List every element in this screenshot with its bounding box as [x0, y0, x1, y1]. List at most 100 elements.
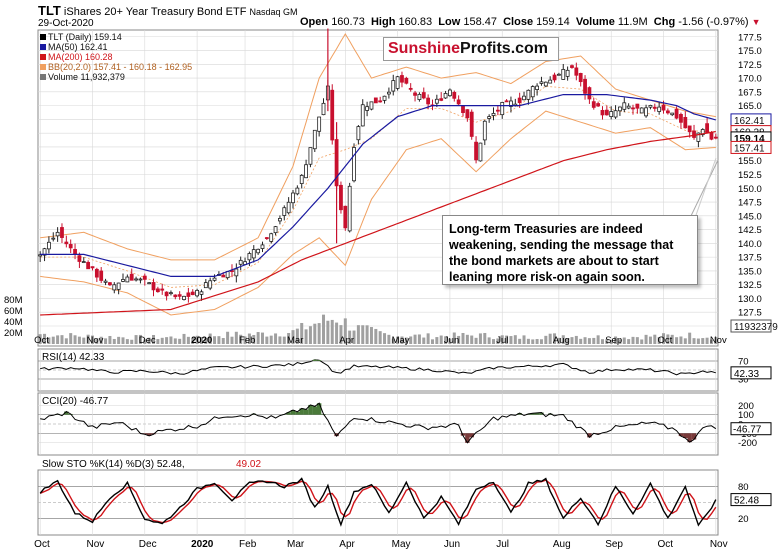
candle-body	[400, 75, 404, 83]
bottom-month-label: Oct	[34, 539, 50, 550]
candle-body	[86, 261, 91, 270]
volume-bar	[696, 338, 700, 344]
candle-body	[286, 201, 291, 214]
cci-negative-fill	[678, 433, 684, 437]
bottom-month-label: Nov	[710, 539, 728, 550]
cci-line	[40, 402, 717, 444]
annotation-line: weakening, sending the message that	[449, 238, 674, 252]
volume-bar	[121, 337, 125, 344]
volume-bar	[300, 322, 304, 344]
cci-tag-label: -46.77	[733, 425, 762, 436]
candle-body	[426, 97, 431, 105]
exchange: Nasdaq GM	[249, 7, 298, 17]
candle-body	[195, 289, 200, 297]
candle-body	[591, 101, 596, 108]
volume-bar	[125, 339, 129, 344]
price-tag	[730, 319, 772, 333]
cci-positive-fill	[308, 404, 313, 415]
sto-tick-label: 80	[738, 482, 749, 493]
legend-swatch	[40, 34, 46, 40]
volume-bar	[522, 335, 526, 344]
price-tag-label: 157.41	[734, 143, 765, 154]
month-label: Oct	[658, 335, 673, 346]
volume-bar	[86, 334, 90, 344]
candle-body	[461, 105, 465, 113]
month-label: Sep	[605, 335, 622, 346]
volume-tick-label: 60M	[4, 306, 23, 317]
volume-bar	[526, 338, 530, 344]
volume-bar	[444, 336, 448, 344]
candle-body	[674, 108, 679, 119]
volume-bar	[692, 338, 696, 344]
annotation-callout: Long-term Treasuries are indeed weakenin…	[442, 215, 698, 285]
rsi-overbought-fill	[312, 359, 317, 361]
candle-body	[626, 105, 631, 109]
candle-body	[164, 291, 169, 297]
volume-bar	[640, 339, 644, 344]
month-label: Apr	[339, 335, 354, 346]
candle-body	[269, 233, 274, 242]
bollinger-lower-line	[40, 110, 716, 316]
candle-body	[55, 231, 60, 237]
candle-body	[683, 116, 688, 129]
price-tick-label: 170.0	[738, 74, 762, 85]
candle-body	[648, 105, 653, 108]
volume-bar	[618, 339, 622, 344]
volume-bar	[147, 337, 151, 344]
price-tick-label: 150.0	[738, 184, 762, 195]
volume-bar	[579, 338, 583, 344]
volume-bar	[513, 335, 517, 344]
volume-bar	[195, 335, 199, 344]
candle-body	[657, 106, 662, 112]
candle-body	[652, 106, 657, 109]
volume-bar	[457, 335, 461, 344]
volume-bar	[173, 338, 177, 344]
annotation-line: leaning more risk-on again soon.	[449, 270, 645, 284]
bottom-month-label: May	[392, 539, 411, 550]
candle-body	[112, 284, 117, 291]
callout-pointer	[689, 159, 719, 219]
price-tick-label: 135.0	[738, 266, 762, 277]
bottom-month-label: Apr	[339, 539, 355, 550]
volume-bar	[199, 336, 203, 344]
volume-bar	[287, 333, 291, 344]
candle-body	[618, 106, 622, 112]
cci-tick-label: 100	[738, 410, 754, 421]
candle-body	[260, 244, 265, 249]
cci-positive-fill	[517, 413, 522, 415]
legend-swatch	[40, 54, 46, 60]
volume-bar	[51, 336, 55, 344]
volume-bar	[82, 337, 86, 344]
chg-down-arrow-icon: ▼	[751, 17, 761, 27]
legend-swatch	[40, 64, 46, 70]
volume-bar	[117, 336, 121, 344]
volume-bar	[413, 334, 417, 344]
volume-bar	[365, 325, 369, 344]
volume-bar	[369, 327, 373, 344]
volume-bar	[356, 325, 360, 344]
volume-bar	[675, 337, 679, 344]
candle-body	[522, 95, 526, 101]
legend-swatch	[40, 44, 46, 50]
candle-body	[369, 101, 374, 110]
volume-bar	[387, 334, 391, 344]
cci-positive-fill	[290, 409, 296, 415]
volume-bar	[435, 337, 439, 344]
volume-bar	[178, 338, 182, 344]
volume-bar	[60, 335, 64, 344]
candle-body	[177, 294, 182, 297]
price-tag	[730, 140, 772, 154]
month-label: Jul	[496, 335, 508, 346]
volume-bar	[90, 335, 94, 344]
legend-swatch	[40, 74, 46, 80]
volume-bar	[230, 336, 234, 344]
candle-body	[339, 184, 343, 211]
volume-bar	[308, 326, 312, 344]
candle-body	[583, 78, 587, 94]
candle-body	[312, 129, 317, 150]
volume-bar	[409, 336, 413, 344]
volume-bar	[108, 335, 112, 344]
bottom-month-label: Sep	[605, 539, 623, 550]
candle-body	[199, 291, 204, 295]
